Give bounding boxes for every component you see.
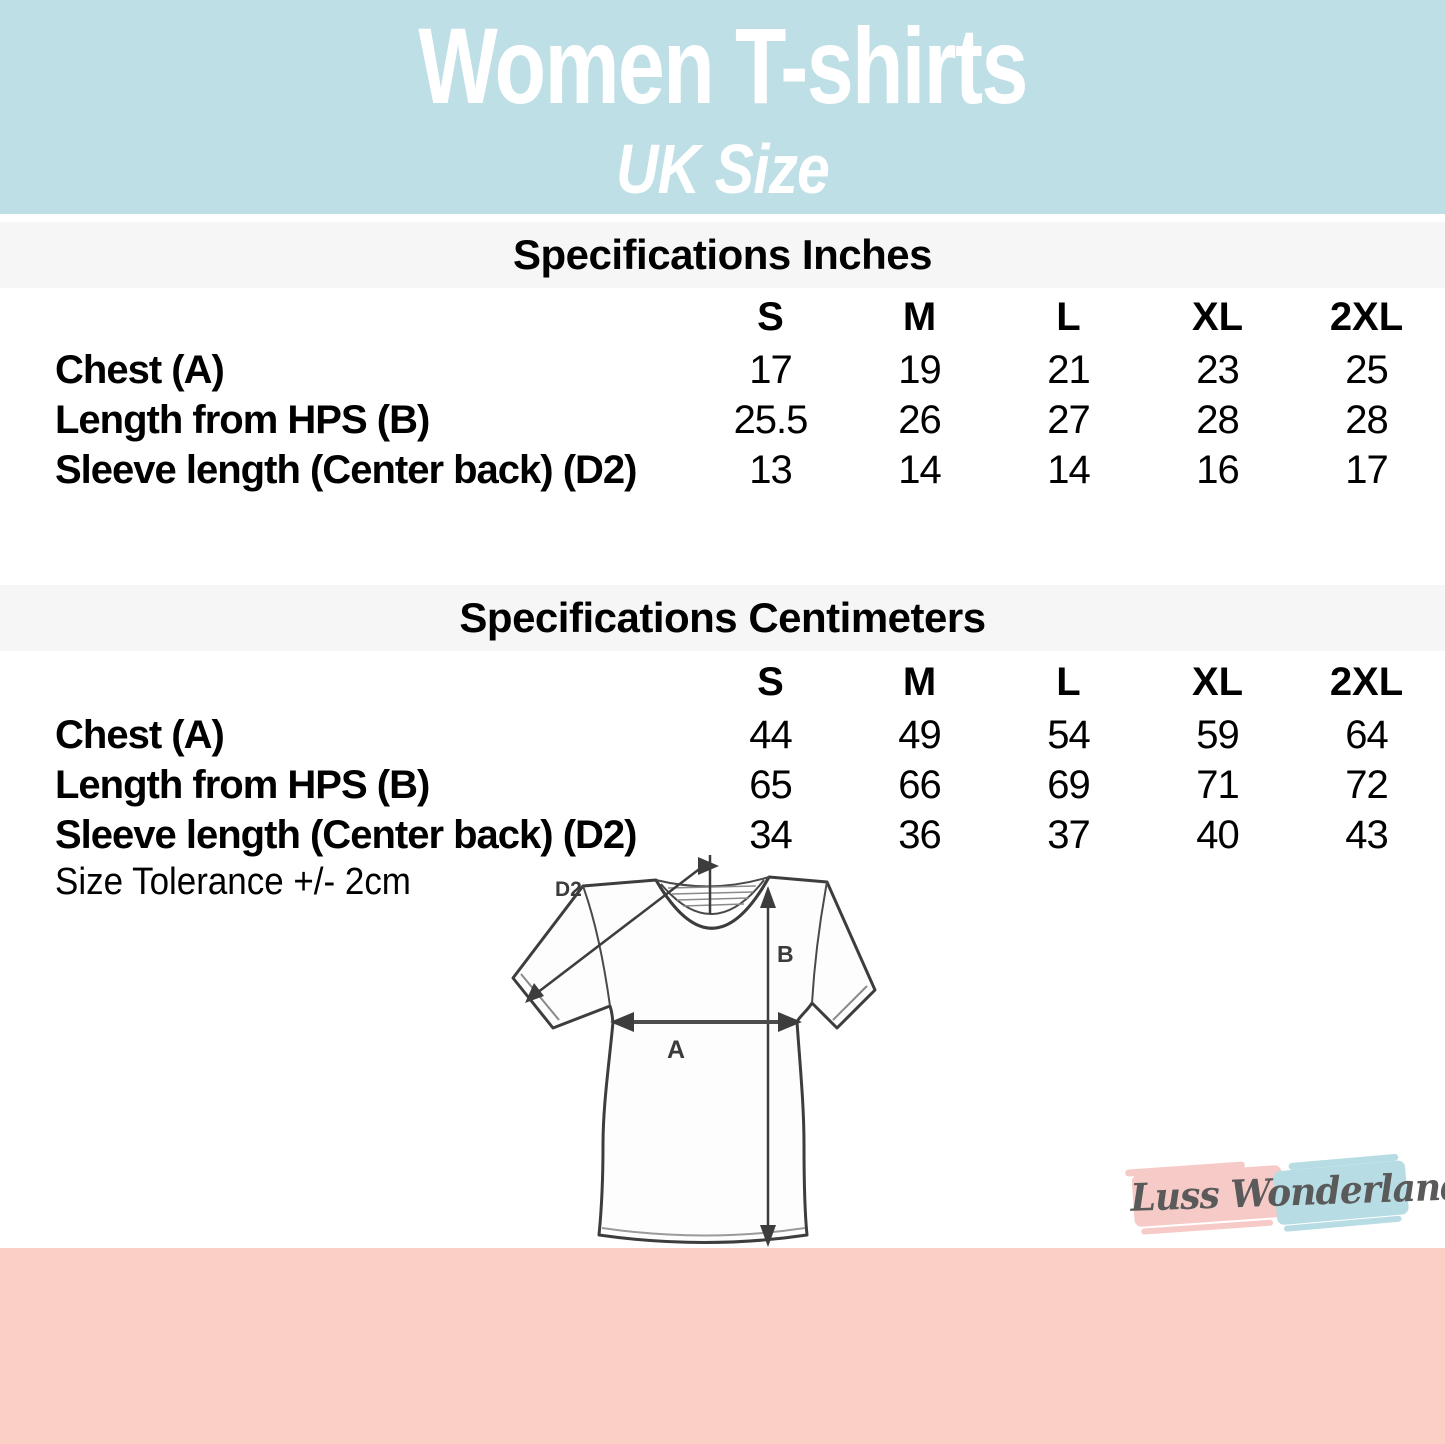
b-arrowhead-top — [760, 886, 776, 908]
section-title-centimeters: Specifications Centimeters — [0, 585, 1445, 651]
cell-value: 25.5 — [733, 398, 809, 442]
column-header-xl: XL — [1191, 295, 1244, 339]
right-armhole-seam — [811, 881, 828, 1004]
tshirt-measurement-diagram: D2 B A — [511, 855, 877, 1247]
cell-value: 27 — [1047, 398, 1091, 442]
cell-value: 49 — [898, 713, 942, 757]
cell-value: 25 — [1345, 348, 1389, 392]
cell-value: 17 — [1345, 448, 1389, 492]
a-arrowhead-right — [778, 1012, 802, 1032]
cell-value: 16 — [1196, 448, 1240, 492]
cell-value: 69 — [1047, 763, 1091, 807]
row-label-sleeve: Sleeve length (Center back) (D2) — [55, 448, 638, 492]
column-header-xl: XL — [1191, 660, 1244, 704]
column-header-l: L — [1056, 295, 1081, 339]
page-title: Women T-shirts — [418, 5, 1028, 126]
centimeters-table: S M L XL 2XL Chest (A) 44 49 54 59 64 Le… — [0, 655, 1441, 860]
cell-value: 28 — [1345, 398, 1389, 442]
table-corner-cell — [0, 290, 696, 345]
row-label-length: Length from HPS (B) — [55, 763, 430, 807]
brand-logo: Luss Wonderland — [1123, 1148, 1445, 1246]
cell-value: 26 — [898, 398, 942, 442]
cell-value: 14 — [898, 448, 942, 492]
collar-inner-arc — [660, 879, 765, 915]
hero-banner: Women T-shirts UK Size — [0, 0, 1445, 214]
cell-value: 28 — [1196, 398, 1240, 442]
cell-value: 14 — [1047, 448, 1091, 492]
b-label: B — [777, 941, 794, 967]
inches-table: S M L XL 2XL Chest (A) 17 19 21 23 25 Le… — [0, 290, 1441, 495]
column-header-m: M — [902, 660, 937, 704]
cell-value: 21 — [1047, 348, 1091, 392]
a-arrowhead-left — [610, 1012, 634, 1032]
d2-arrowhead-top — [698, 857, 719, 875]
logo-brush-strokes — [1125, 1153, 1409, 1235]
cell-value: 36 — [898, 813, 942, 857]
d2-arrowhead-bottom — [525, 983, 544, 1003]
tshirt-outline — [511, 875, 877, 1244]
row-label-sleeve: Sleeve length (Center back) (D2) — [55, 813, 638, 857]
cell-value: 71 — [1196, 763, 1240, 807]
right-sleeve-hem — [832, 985, 868, 1021]
a-label: A — [667, 1036, 685, 1064]
cell-value: 40 — [1196, 813, 1240, 857]
d2-label: D2 — [555, 878, 582, 901]
column-header-m: M — [902, 295, 937, 339]
cell-value: 13 — [749, 448, 793, 492]
d2-measure-line — [532, 866, 703, 997]
footer-band — [0, 1248, 1445, 1444]
b-arrowhead-bottom — [760, 1225, 776, 1247]
row-label-length: Length from HPS (B) — [55, 398, 430, 442]
cell-value: 66 — [898, 763, 942, 807]
row-label-chest: Chest (A) — [55, 713, 225, 757]
column-header-s: S — [757, 660, 784, 704]
page-subtitle: UK Size — [615, 130, 830, 208]
cell-value: 43 — [1345, 813, 1389, 857]
section-title-inches: Specifications Inches — [0, 222, 1445, 288]
cell-value: 44 — [749, 713, 793, 757]
cell-value: 19 — [898, 348, 942, 392]
cell-value: 65 — [749, 763, 793, 807]
column-header-2xl: 2XL — [1329, 295, 1404, 339]
size-tolerance-note: Size Tolerance +/- 2cm — [55, 861, 411, 903]
cell-value: 54 — [1047, 713, 1091, 757]
collar-rib-hatching — [667, 885, 757, 907]
table-corner-cell — [0, 655, 696, 710]
pink-brush-stroke — [1125, 1161, 1285, 1235]
row-label-chest: Chest (A) — [55, 348, 225, 392]
blue-brush-stroke — [1273, 1153, 1409, 1232]
cell-value: 72 — [1345, 763, 1389, 807]
bottom-hem-stitch — [601, 1227, 806, 1237]
cell-value: 17 — [749, 348, 793, 392]
collar-outer-arc — [654, 876, 771, 930]
cell-value: 37 — [1047, 813, 1091, 857]
cell-value: 34 — [749, 813, 793, 857]
column-header-s: S — [757, 295, 784, 339]
cell-value: 59 — [1196, 713, 1240, 757]
cell-value: 64 — [1345, 713, 1389, 757]
left-armhole-seam — [582, 885, 611, 1007]
collar-top-line — [655, 876, 770, 888]
cell-value: 23 — [1196, 348, 1240, 392]
column-header-2xl: 2XL — [1329, 660, 1404, 704]
column-header-l: L — [1056, 660, 1081, 704]
